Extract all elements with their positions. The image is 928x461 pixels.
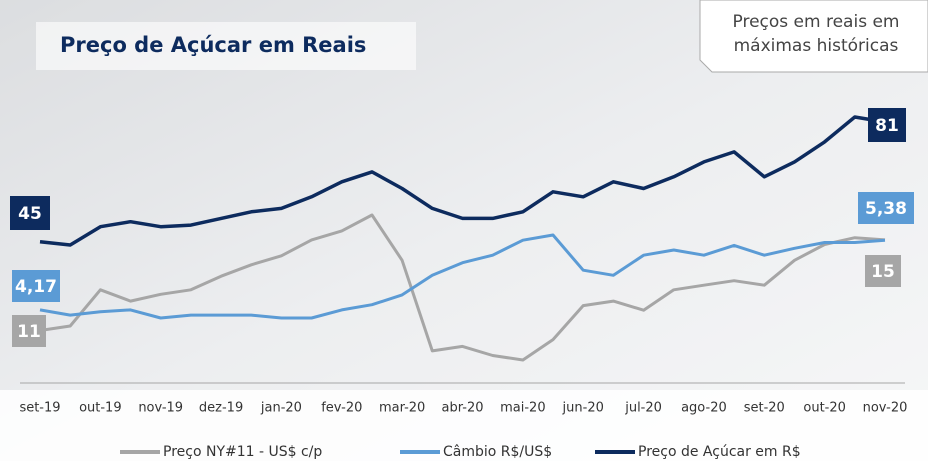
x-tick-label: dez-19 <box>199 401 243 416</box>
x-tick-label: out-20 <box>803 401 846 416</box>
value-label: 81 <box>875 116 899 136</box>
x-tick-label: out-19 <box>79 401 122 416</box>
chart: Preço de Açúcar em Reais Preços em reais… <box>0 0 928 461</box>
legend-label: Câmbio R$/US$ <box>443 444 552 460</box>
x-tick-label: nov-20 <box>863 401 908 416</box>
x-tick-label: jun-20 <box>562 401 604 416</box>
x-tick-label: jul-20 <box>624 401 662 416</box>
x-tick-label: nov-19 <box>138 401 183 416</box>
value-label: 45 <box>18 204 42 224</box>
x-tick-label: fev-20 <box>321 401 362 416</box>
x-tick-label: mai-20 <box>500 401 545 416</box>
chart-title: Preço de Açúcar em Reais <box>60 33 366 57</box>
x-tick-label: jan-20 <box>260 401 302 416</box>
legend-label: Preço de Açúcar em R$ <box>638 444 801 460</box>
value-label: 4,17 <box>15 277 57 297</box>
x-tick-label: set-19 <box>19 401 60 416</box>
value-label: 5,38 <box>865 199 907 219</box>
legend-label: Preço NY#11 - US$ c/p <box>163 444 322 460</box>
value-label: 11 <box>17 322 41 342</box>
value-label: 15 <box>871 262 895 282</box>
x-tick-label: set-20 <box>744 401 785 416</box>
x-tick-label: abr-20 <box>442 401 484 416</box>
x-tick-label: mar-20 <box>379 401 425 416</box>
x-tick-label: ago-20 <box>681 401 727 416</box>
